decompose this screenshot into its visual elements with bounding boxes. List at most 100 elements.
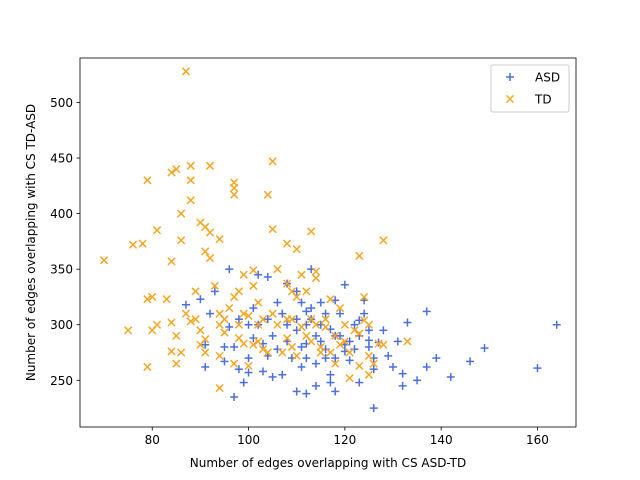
point-td (225, 303, 234, 313)
point-td (268, 225, 277, 234)
point-asd (398, 381, 407, 390)
point-td (379, 236, 388, 245)
point-asd (480, 344, 489, 353)
point-asd (268, 331, 277, 340)
point-td (215, 351, 224, 360)
point-td (292, 351, 301, 360)
point-td (162, 295, 171, 304)
point-asd (340, 280, 349, 289)
point-asd (432, 354, 441, 363)
point-asd (355, 378, 364, 387)
point-asd (316, 298, 325, 307)
point-asd (292, 315, 301, 324)
point-td (249, 340, 258, 349)
point-td (292, 292, 301, 302)
point-asd (422, 307, 431, 316)
point-td (335, 340, 345, 349)
point-td (364, 320, 374, 329)
point-td (196, 326, 205, 335)
point-asd (258, 367, 267, 376)
point-asd (321, 309, 330, 318)
point-td (181, 67, 191, 76)
point-asd (292, 326, 301, 335)
point-td (181, 309, 191, 318)
x-tick-label: 120 (333, 433, 356, 447)
point-td (234, 320, 244, 329)
point-td (331, 331, 340, 340)
points-layer (99, 67, 561, 413)
point-td (186, 176, 195, 185)
point-td (167, 318, 176, 327)
point-asd (307, 304, 316, 313)
point-td (331, 359, 340, 368)
point-asd (364, 326, 373, 335)
point-asd (331, 354, 340, 363)
point-asd (379, 326, 388, 335)
point-asd (196, 295, 205, 304)
point-asd (369, 365, 378, 374)
point-td (201, 247, 210, 256)
point-td (403, 337, 412, 346)
point-asd (254, 270, 263, 279)
point-asd (249, 334, 258, 343)
point-asd (297, 298, 306, 307)
point-asd (446, 372, 455, 381)
point-td (215, 235, 224, 244)
point-asd (350, 320, 359, 329)
point-td (244, 361, 253, 371)
point-td (278, 348, 287, 357)
point-td (229, 190, 239, 199)
point-td (287, 342, 297, 352)
point-td (205, 228, 215, 237)
point-td (321, 322, 330, 332)
point-asd (326, 378, 335, 387)
point-td (282, 333, 292, 343)
point-td (374, 339, 383, 348)
point-asd (355, 316, 364, 325)
point-td (268, 157, 277, 166)
point-td (292, 245, 301, 254)
point-asd (278, 370, 287, 379)
legend-marker-asd (506, 73, 514, 81)
point-asd (336, 331, 345, 340)
point-td (316, 342, 325, 352)
point-td (311, 267, 321, 276)
legend-marker-td (505, 94, 515, 104)
point-asd (302, 307, 311, 316)
legend-label-asd: ASD (535, 71, 560, 85)
point-asd (360, 309, 369, 318)
point-asd (466, 357, 475, 366)
point-td (167, 257, 176, 266)
point-td (335, 303, 345, 313)
point-td (239, 309, 248, 318)
point-td (201, 348, 210, 357)
y-tick-label: 250 (50, 374, 73, 388)
point-td (99, 256, 109, 265)
point-td (307, 227, 316, 236)
point-td (152, 320, 162, 329)
ticks-layer: 80 100 120 140 160 250 300 350 400 450 500 (50, 96, 549, 447)
point-asd (201, 362, 210, 371)
point-asd (230, 342, 239, 351)
point-asd (321, 354, 330, 363)
point-asd (413, 376, 422, 385)
point-td (311, 320, 321, 329)
point-asd (244, 320, 253, 329)
point-td (210, 281, 219, 290)
point-td (143, 362, 152, 372)
point-td (321, 315, 330, 324)
point-td (311, 273, 321, 283)
point-asd (239, 378, 248, 387)
point-asd (422, 362, 431, 371)
point-td (215, 383, 224, 393)
point-td (205, 253, 215, 263)
point-asd (225, 265, 234, 274)
x-tick-label: 80 (145, 433, 160, 447)
point-td (244, 311, 253, 320)
point-asd (364, 336, 373, 345)
point-td (273, 320, 282, 329)
point-asd (345, 337, 354, 346)
point-td (172, 165, 181, 174)
y-tick-label: 450 (50, 152, 73, 166)
legend-label-td: TD (534, 93, 552, 107)
